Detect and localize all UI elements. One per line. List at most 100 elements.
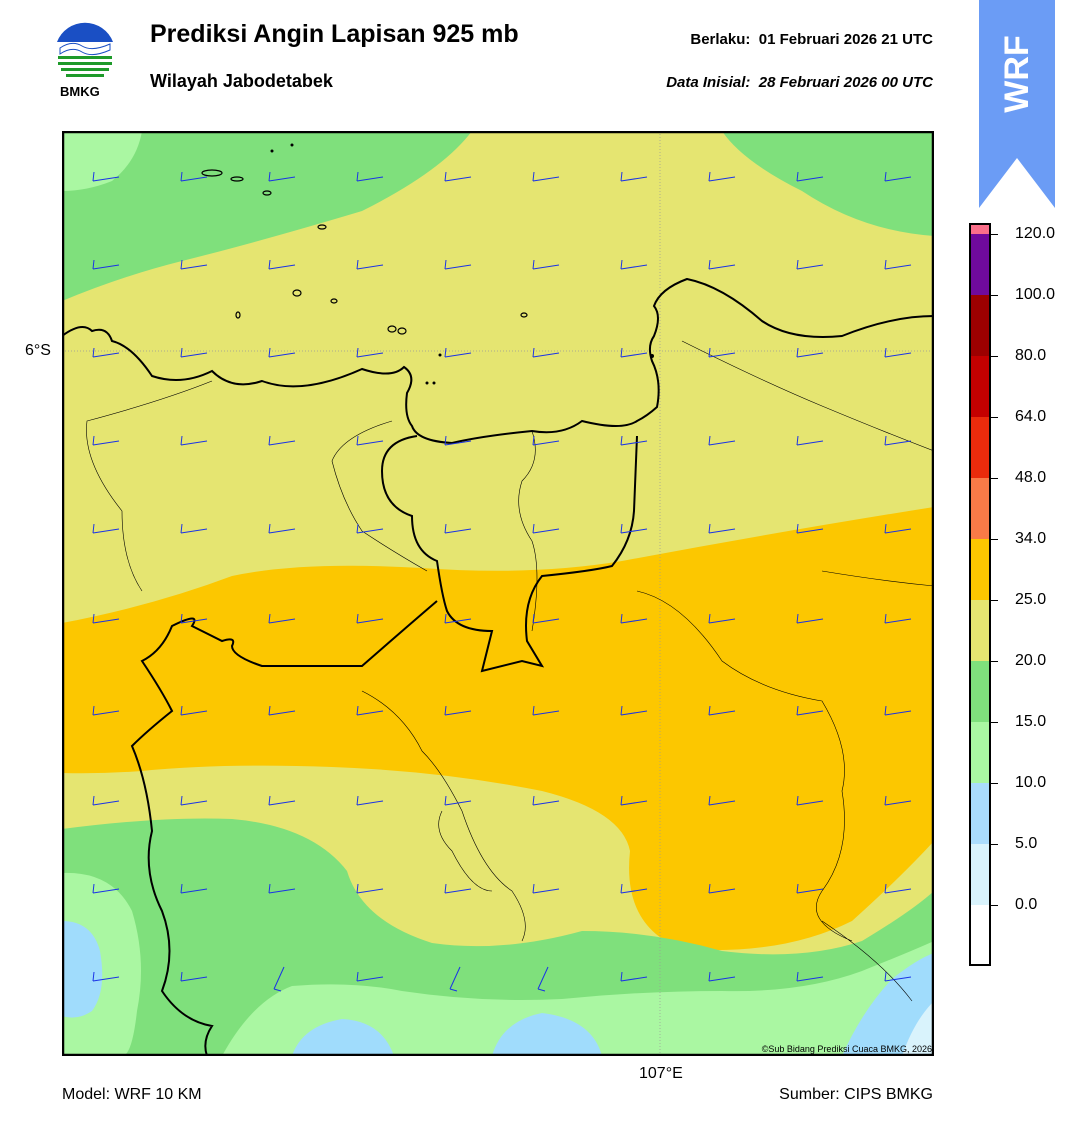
wind-barb [180, 883, 208, 894]
colorbar-segment [969, 223, 991, 234]
wind-barb [180, 171, 208, 182]
wind-barb [796, 523, 824, 534]
wind-barb [884, 347, 912, 358]
lightgreen-bottom-mid [222, 941, 934, 1056]
wind-barb [620, 523, 648, 534]
wind-barb [180, 613, 208, 624]
wind-barb [796, 795, 824, 806]
colorbar-tick [991, 600, 998, 601]
wind-barb [92, 523, 120, 534]
wind-barb [356, 347, 384, 358]
blue-bottom-1 [292, 1019, 394, 1056]
wind-barb [884, 705, 912, 716]
wind-barb [92, 971, 120, 982]
colorbar-tick [991, 478, 998, 479]
wind-barb [268, 883, 296, 894]
wind-barb [444, 523, 472, 534]
wind-barb [708, 523, 736, 534]
wind-barb [620, 435, 648, 446]
colorbar-segment [969, 905, 991, 966]
wind-barb [180, 705, 208, 716]
valid-time: Berlaku: 01 Februari 2026 21 UTC [690, 31, 933, 48]
wind-barb [92, 613, 120, 624]
blue-left [62, 921, 103, 1018]
wind-barb [884, 259, 912, 270]
wind-barb [268, 347, 296, 358]
wind-barb [796, 613, 824, 624]
wind-barb [708, 971, 736, 982]
wind-barb [92, 347, 120, 358]
wind-barb [444, 435, 472, 446]
wind-barb [708, 171, 736, 182]
colorbar-segment [969, 478, 991, 539]
bmkg-logo-icon [55, 22, 115, 83]
colorbar-tick [991, 844, 998, 845]
lon-label-107e: 107°E [639, 1065, 683, 1082]
wind-barb [532, 259, 560, 270]
wind-barb [444, 883, 472, 894]
green-topleft [62, 131, 472, 301]
wind-barb [532, 523, 560, 534]
wind-barb [796, 347, 824, 358]
wind-barb [268, 613, 296, 624]
wrf-badge-shape [979, 0, 1055, 208]
colorbar-label: 34.0 [1015, 530, 1047, 547]
colorbar-tick [991, 661, 998, 662]
wind-barb [532, 705, 560, 716]
wind-barb [356, 705, 384, 716]
colorbar-segment [969, 417, 991, 478]
wind-barb [796, 259, 824, 270]
wind-barb [268, 705, 296, 716]
wind-barb [532, 883, 560, 894]
wind-barb [444, 795, 472, 806]
colorbar-scale [969, 223, 991, 966]
wind-barb [620, 259, 648, 270]
wind-barb [620, 613, 648, 624]
wind-barb [268, 795, 296, 806]
colorbar-segment [969, 783, 991, 844]
colorbar-tick [991, 905, 998, 906]
colorbar-segment [969, 661, 991, 722]
wind-barb [796, 883, 824, 894]
logo-text: BMKG [60, 84, 100, 99]
colorbar-segment [969, 295, 991, 356]
wind-barb [356, 259, 384, 270]
blue-bottom-2 [492, 1013, 602, 1056]
wind-barb [796, 171, 824, 182]
colorbar-label: 100.0 [1015, 286, 1056, 303]
wind-barb [92, 435, 120, 446]
wind-barb [620, 347, 648, 358]
wind-barb [356, 435, 384, 446]
wind-barb [268, 435, 296, 446]
map-credit: ©Sub Bidang Prediksi Cuaca BMKG, 2026 [761, 1044, 932, 1054]
wind-barb [796, 435, 824, 446]
wrf-badge: WRF [979, 0, 1055, 210]
wind-barb [796, 971, 824, 982]
colorbar-label: 20.0 [1015, 652, 1047, 669]
colorbar-tick [991, 722, 998, 723]
wind-barb [268, 523, 296, 534]
wind-barb [532, 613, 560, 624]
wind-barb [180, 435, 208, 446]
wind-barb [537, 966, 549, 992]
wind-barb [180, 795, 208, 806]
wind-barb [268, 171, 296, 182]
wind-barb [620, 795, 648, 806]
wind-barb [180, 971, 208, 982]
wind-barb [444, 347, 472, 358]
paleblue-right [902, 1001, 934, 1056]
colorbar-segment [969, 539, 991, 600]
wind-barb [620, 705, 648, 716]
colorbar-segment [969, 600, 991, 661]
footer-source: Sumber: CIPS BMKG [779, 1086, 933, 1103]
colorbar [969, 223, 991, 966]
blue-right [842, 953, 934, 1056]
wind-barb [796, 705, 824, 716]
map-panel: ©Sub Bidang Prediksi Cuaca BMKG, 2026 [61, 130, 935, 1057]
wind-barb [532, 435, 560, 446]
init-time: Data Inisial: 28 Februari 2026 00 UTC [666, 74, 933, 91]
footer-model: Model: WRF 10 KM [62, 1086, 202, 1103]
wind-barb [444, 705, 472, 716]
colorbar-label: 64.0 [1015, 408, 1047, 425]
wind-barb [884, 171, 912, 182]
